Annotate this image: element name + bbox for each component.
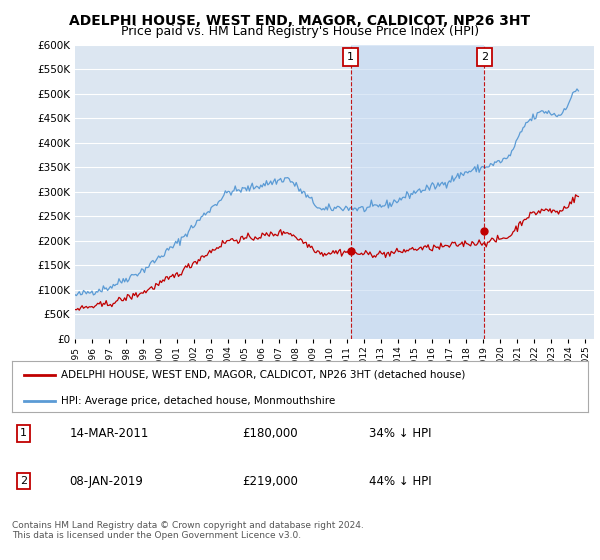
Text: £180,000: £180,000: [242, 427, 298, 440]
Text: ADELPHI HOUSE, WEST END, MAGOR, CALDICOT, NP26 3HT (detached house): ADELPHI HOUSE, WEST END, MAGOR, CALDICOT…: [61, 370, 466, 380]
Text: Price paid vs. HM Land Registry's House Price Index (HPI): Price paid vs. HM Land Registry's House …: [121, 25, 479, 38]
Text: Contains HM Land Registry data © Crown copyright and database right 2024.
This d: Contains HM Land Registry data © Crown c…: [12, 521, 364, 540]
Text: ADELPHI HOUSE, WEST END, MAGOR, CALDICOT, NP26 3HT: ADELPHI HOUSE, WEST END, MAGOR, CALDICOT…: [70, 14, 530, 28]
Bar: [350, 45, 484, 339]
Text: HPI: Average price, detached house, Monmouthshire: HPI: Average price, detached house, Monm…: [61, 395, 335, 405]
Text: £219,000: £219,000: [242, 474, 298, 488]
Text: 08-JAN-2019: 08-JAN-2019: [70, 474, 143, 488]
Text: 34% ↓ HPI: 34% ↓ HPI: [369, 427, 431, 440]
Text: 1: 1: [347, 52, 354, 62]
Text: 2: 2: [20, 476, 27, 486]
Text: 1: 1: [20, 428, 27, 438]
Text: 44% ↓ HPI: 44% ↓ HPI: [369, 474, 432, 488]
Text: 14-MAR-2011: 14-MAR-2011: [70, 427, 149, 440]
Text: 2: 2: [481, 52, 488, 62]
